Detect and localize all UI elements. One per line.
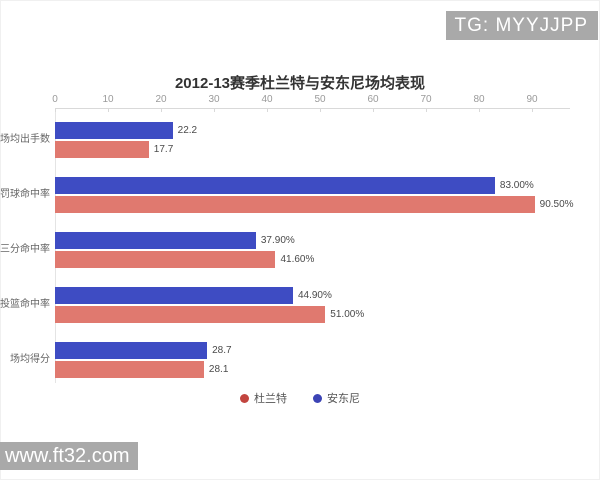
bar-安东尼-0 <box>55 122 173 139</box>
x-tick-label: 80 <box>473 94 485 105</box>
x-tick-mark <box>320 108 321 112</box>
chart-title: 2012-13赛季杜兰特与安东尼场均表现 <box>174 75 426 92</box>
x-tick-mark <box>161 108 162 112</box>
x-tick-mark <box>426 108 427 112</box>
x-tick-mark <box>55 108 56 112</box>
bar-value-label: 37.90% <box>260 235 295 246</box>
bar-value-label: 28.7 <box>212 345 232 356</box>
category-label: 罚球命中率 <box>0 189 50 200</box>
legend-item-杜兰特: 杜兰特 <box>240 390 287 406</box>
bar-value-label: 83.00% <box>499 180 534 191</box>
legend-dot-icon <box>313 393 322 403</box>
x-tick-mark <box>373 108 374 112</box>
x-tick-label: 20 <box>155 94 167 105</box>
legend-dot-icon <box>240 393 249 403</box>
bar-value-label: 51.00% <box>330 309 365 320</box>
bar-安东尼-1 <box>55 177 495 194</box>
bar-value-label: 44.90% <box>297 290 332 301</box>
category-label: 场均出手数 <box>0 134 50 145</box>
bar-value-label: 22.2 <box>177 125 198 136</box>
bar-安东尼-2 <box>55 232 256 249</box>
legend-label: 杜兰特 <box>254 393 287 405</box>
x-tick-mark <box>532 108 533 112</box>
legend: 杜兰特 安东尼 <box>0 390 600 406</box>
bar-value-label: 17.7 <box>153 144 174 155</box>
legend-label: 安东尼 <box>327 393 360 405</box>
x-tick-label: 50 <box>314 94 326 105</box>
category-label: 投篮命中率 <box>0 299 50 310</box>
bar-value-label: 28.1 <box>208 364 229 375</box>
x-tick-label: 90 <box>526 94 538 105</box>
x-tick-label: 40 <box>261 94 273 105</box>
bar-value-label: 90.50% <box>539 199 574 210</box>
bar-杜兰特-1 <box>55 196 535 213</box>
x-tick-label: 70 <box>420 94 432 105</box>
x-tick-mark <box>267 108 268 112</box>
x-tick-label: 30 <box>208 94 220 105</box>
bar-杜兰特-2 <box>55 251 276 268</box>
x-tick-label: 60 <box>367 94 379 105</box>
category-label: 三分命中率 <box>0 244 50 255</box>
telegram-badge: TG: MYYJJPP <box>445 11 598 40</box>
bar-value-label: 41.60% <box>280 254 315 265</box>
x-tick-label: 10 <box>102 94 114 105</box>
category-label: 场均得分 <box>10 354 50 365</box>
x-tick-mark <box>108 108 109 112</box>
x-tick-label: 0 <box>52 94 58 105</box>
bar-杜兰特-3 <box>55 306 326 323</box>
x-tick-mark <box>479 108 480 112</box>
bar-安东尼-3 <box>55 287 293 304</box>
legend-item-安东尼: 安东尼 <box>313 390 360 406</box>
bar-杜兰特-0 <box>55 141 149 158</box>
bar-安东尼-4 <box>55 342 208 359</box>
x-axis-line <box>55 108 570 109</box>
bar-杜兰特-4 <box>55 361 204 378</box>
site-watermark: www.ft32.com <box>0 442 139 470</box>
x-tick-mark <box>214 108 215 112</box>
